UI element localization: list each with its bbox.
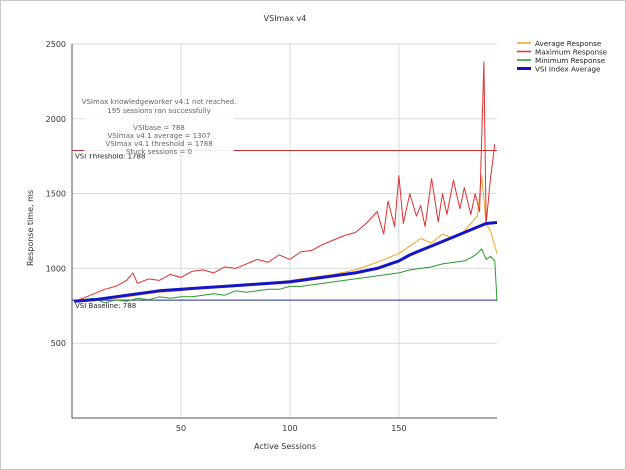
y-tick-label: 2500 (46, 40, 66, 49)
annotation-background (84, 98, 234, 154)
x-tick-label: 150 (391, 424, 406, 433)
tick-labels: 500 1000 1500 2000 2500 50 100 150 (46, 40, 407, 433)
y-tick-label: 500 (51, 339, 66, 348)
annotation-line: 195 sessions ran successfully (107, 107, 211, 115)
y-axis-label: Response time, ms (26, 190, 35, 266)
legend-label: Minimum Response (535, 56, 606, 65)
x-tick-label: 50 (176, 424, 186, 433)
x-tick-label: 100 (282, 424, 297, 433)
x-axis-label: Active Sessions (254, 442, 316, 451)
legend-label: VSI Index Average (535, 65, 601, 74)
annotation-line: Stuck sessions = 0 (126, 148, 192, 156)
reference-line-label: VSI Baseline: 788 (75, 302, 136, 310)
chart-title: VSImax v4 (264, 14, 307, 23)
annotation-line: VSImax v4.1 average = 1307 (107, 132, 210, 140)
series-line-minimum-response (74, 248, 498, 304)
y-tick-label: 1000 (46, 264, 66, 273)
annotation-line: VSIbase = 788 (133, 124, 185, 132)
series-line-vsi-index-average (74, 221, 498, 303)
annotation-box: VSImax knowledgeworker v4.1 not reached.… (82, 98, 237, 156)
annotation-line: VSImax knowledgeworker v4.1 not reached. (82, 98, 237, 106)
legend-label: Maximum Response (535, 48, 608, 57)
annotation-line: VSImax v4.1 threshold = 1788 (105, 140, 212, 148)
axes (71, 44, 497, 419)
reference-line-label: VSI Threshold: 1788 (75, 153, 145, 161)
legend-label: Average Response (535, 39, 602, 48)
grid-lines (72, 43, 497, 418)
y-tick-label: 2000 (46, 115, 66, 124)
y-tick-label: 1500 (46, 190, 66, 199)
series-lines (74, 61, 498, 304)
reference-lines: VSI Threshold: 1788 VSI Baseline: 788 (72, 150, 497, 310)
series-line-maximum-response (74, 61, 496, 302)
